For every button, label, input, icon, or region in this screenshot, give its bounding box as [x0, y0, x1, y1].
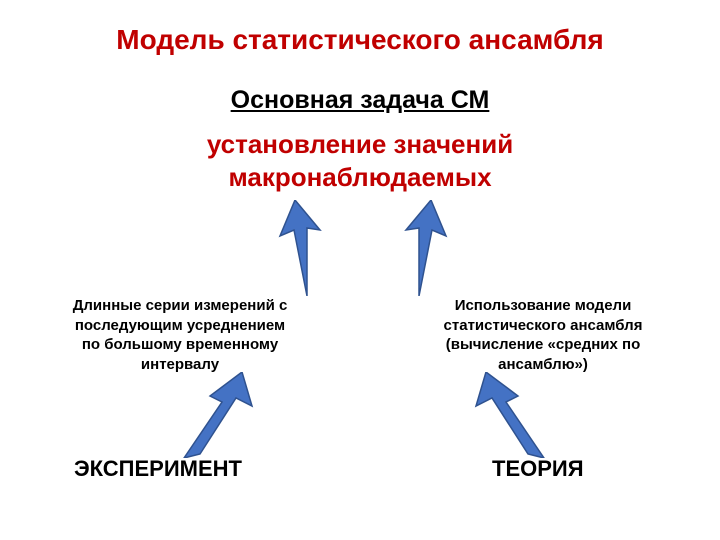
main-task-line2: макронаблюдаемых [228, 162, 491, 192]
left-branch-description: Длинные серии измерений с последующим ус… [70, 296, 290, 374]
left-branch-label: ЭКСПЕРИМЕНТ [74, 456, 242, 482]
main-task-text: установление значений макронаблюдаемых [0, 128, 720, 193]
section-subtitle: Основная задача СМ [0, 86, 720, 115]
main-task-line1: установление значений [207, 129, 513, 159]
right-branch-label: ТЕОРИЯ [492, 456, 584, 482]
page-title: Модель статистического ансамбля [0, 24, 720, 56]
arrow-lower-left-icon [182, 372, 260, 458]
arrow-upper-left-icon [252, 200, 322, 296]
arrow-upper-right-icon [404, 200, 474, 296]
right-branch-description: Использование модели статистического анс… [428, 296, 658, 374]
arrow-lower-right-icon [468, 372, 546, 458]
